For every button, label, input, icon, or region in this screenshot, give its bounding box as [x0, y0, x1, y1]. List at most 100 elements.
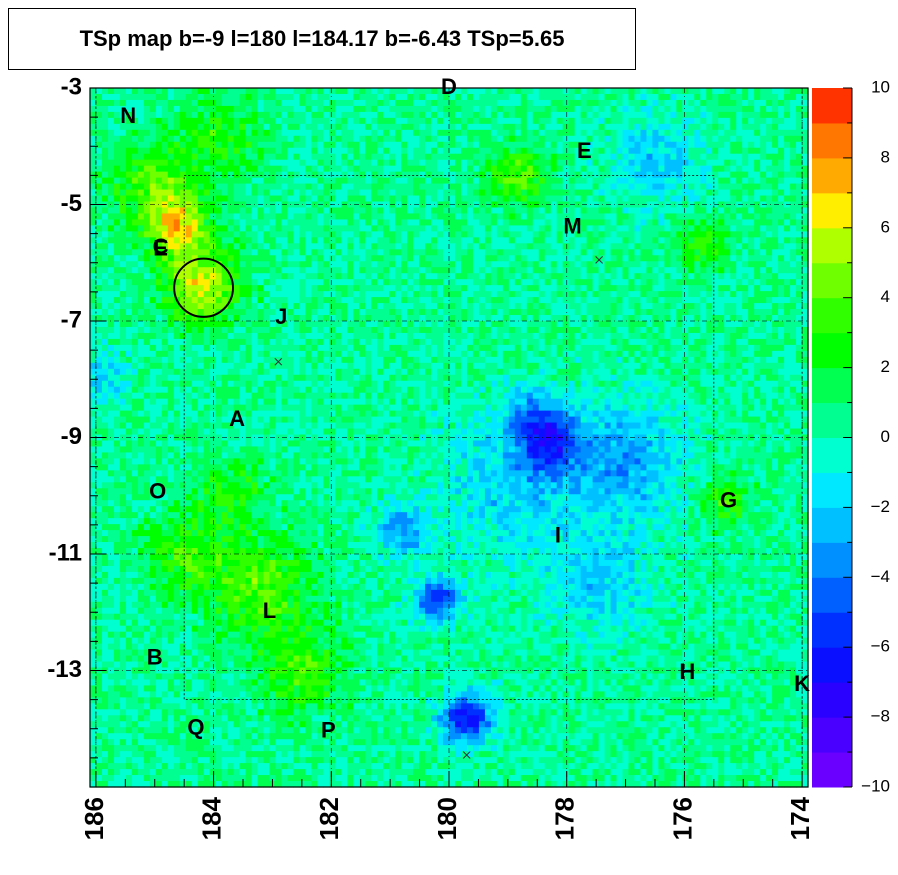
heatmap-cell — [191, 273, 199, 280]
heatmap-cell — [263, 99, 271, 107]
heatmap-cell — [724, 285, 731, 292]
heatmap-cell — [347, 261, 354, 268]
heatmap-cell — [209, 153, 217, 161]
heatmap-cell — [550, 93, 558, 101]
heatmap-cell — [359, 189, 366, 197]
heatmap-cell — [676, 261, 683, 268]
heatmap-cell — [748, 171, 755, 179]
heatmap-cell — [119, 99, 127, 107]
heatmap-cell — [329, 105, 336, 113]
heatmap-cell — [227, 255, 235, 262]
heatmap-cell — [119, 111, 127, 119]
heatmap-cell — [514, 279, 522, 286]
heatmap-cell — [413, 285, 420, 292]
heatmap-cell — [754, 88, 761, 95]
heatmap-cell — [287, 326, 295, 334]
heatmap-cell — [413, 231, 420, 238]
heatmap-cell — [293, 177, 301, 185]
heatmap-cell — [706, 279, 713, 286]
heatmap-cell — [227, 129, 235, 137]
heatmap-cell — [191, 297, 199, 304]
heatmap-cell — [484, 267, 492, 274]
heatmap-cell — [449, 105, 456, 113]
heatmap-cell — [119, 147, 127, 155]
heatmap-cell — [604, 309, 612, 316]
heatmap-cell — [484, 279, 492, 286]
heatmap-cell — [149, 117, 157, 125]
heatmap-cell — [209, 93, 217, 101]
heatmap-cell — [299, 135, 306, 143]
heatmap-cell — [790, 141, 797, 149]
heatmap-cell — [251, 261, 259, 268]
heatmap-cell — [598, 99, 606, 107]
heatmap-cell — [437, 297, 444, 304]
heatmap-cell — [407, 219, 414, 227]
heatmap-cell — [269, 243, 277, 250]
heatmap-cell — [712, 207, 719, 215]
heatmap-cell — [239, 279, 247, 286]
heatmap-cell — [730, 326, 737, 334]
heatmap-cell — [239, 171, 247, 179]
heatmap-cell — [353, 267, 360, 274]
heatmap-cell — [101, 88, 109, 95]
heatmap-cell — [472, 88, 480, 95]
heatmap-cell — [760, 147, 767, 155]
heatmap-cell — [371, 273, 378, 280]
heatmap-cell — [137, 225, 145, 232]
heatmap-cell — [742, 249, 749, 256]
heatmap-cell — [143, 231, 151, 238]
heatmap-cell — [341, 309, 348, 316]
heatmap-cell — [664, 326, 671, 334]
heatmap-cell — [688, 117, 695, 125]
heatmap-cell — [419, 135, 426, 143]
heatmap-cell — [796, 243, 803, 250]
heatmap-cell — [652, 183, 660, 191]
heatmap-cell — [287, 129, 295, 137]
heatmap-cell — [538, 326, 546, 334]
heatmap-cell — [646, 207, 654, 215]
heatmap-cell — [742, 183, 749, 191]
heatmap-cell — [173, 88, 181, 95]
heatmap-cell — [610, 285, 618, 292]
heatmap-cell — [431, 273, 438, 280]
heatmap-cell — [209, 237, 217, 244]
heatmap-cell — [155, 129, 163, 137]
heatmap-cell — [742, 153, 749, 161]
heatmap-cell — [736, 183, 743, 191]
heatmap-cell — [586, 177, 594, 185]
heatmap-cell — [401, 261, 408, 268]
heatmap-cell — [173, 207, 181, 215]
heatmap-cell — [622, 93, 630, 101]
heatmap-cell — [275, 279, 283, 286]
heatmap-cell — [682, 297, 689, 304]
heatmap-cell — [329, 237, 336, 244]
heatmap-cell — [107, 297, 115, 304]
heatmap-cell — [790, 129, 797, 137]
heatmap-cell — [478, 141, 486, 149]
heatmap-cell — [544, 165, 552, 173]
heatmap-cell — [269, 219, 277, 227]
heatmap-cell — [215, 189, 223, 197]
heatmap-cell — [311, 261, 318, 268]
heatmap-cell — [736, 159, 743, 167]
heatmap-cell — [293, 99, 301, 107]
heatmap-cell — [365, 195, 372, 203]
heatmap-cell — [221, 93, 229, 101]
heatmap-cell — [317, 249, 324, 256]
heatmap-cell — [646, 237, 654, 244]
heatmap-cell — [281, 105, 289, 113]
heatmap-cell — [616, 135, 624, 143]
heatmap-cell — [706, 291, 713, 298]
heatmap-cell — [113, 255, 121, 262]
heatmap-cell — [383, 207, 390, 215]
heatmap-cell — [323, 189, 330, 197]
heatmap-cell — [395, 267, 402, 274]
heatmap-cell — [544, 213, 552, 221]
heatmap-cell — [323, 279, 330, 286]
heatmap-cell — [532, 332, 540, 340]
heatmap-cell — [760, 315, 767, 322]
heatmap-cell — [502, 285, 510, 292]
heatmap-cell — [257, 177, 265, 185]
heatmap-cell — [281, 88, 289, 95]
heatmap-cell — [622, 141, 630, 149]
